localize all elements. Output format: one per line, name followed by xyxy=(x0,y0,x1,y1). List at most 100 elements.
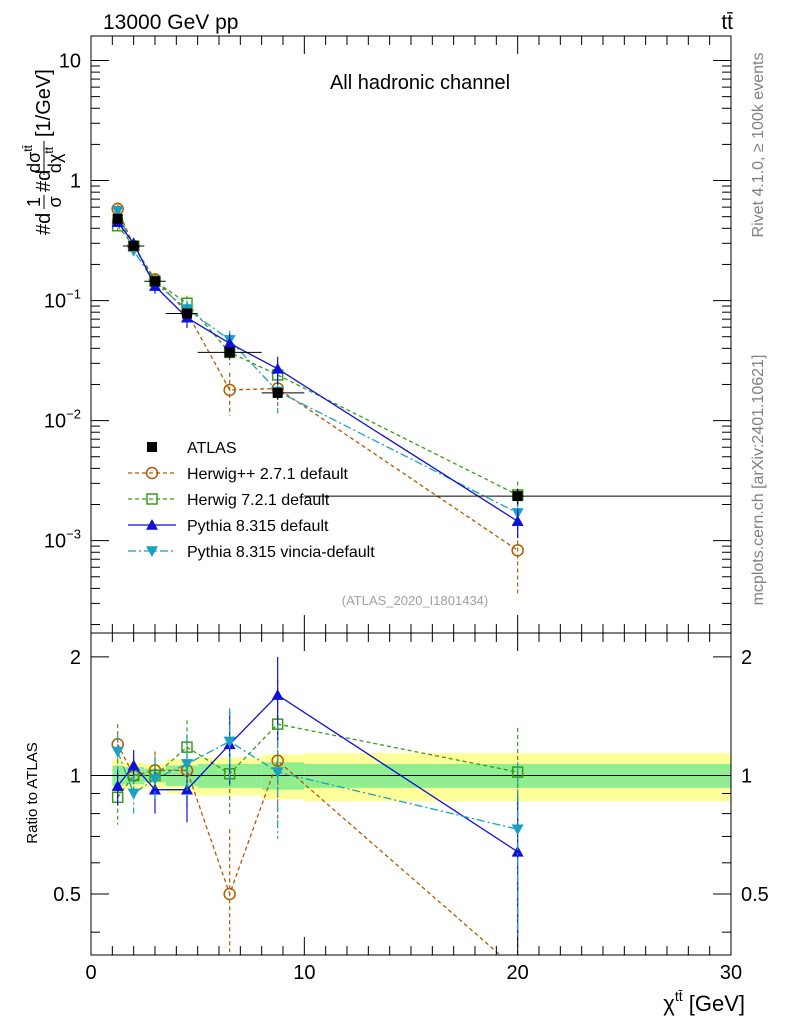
legend-label: Herwig 7.2.1 default xyxy=(187,492,330,509)
ratio-point xyxy=(511,845,524,857)
ylabel-frac2-num-sup: tt̄ xyxy=(21,144,35,151)
xlabel-sup: tt̄ xyxy=(675,988,683,1004)
ratio-point xyxy=(223,736,236,748)
legend-label: ATLAS xyxy=(187,440,237,457)
ratio-series xyxy=(111,656,524,955)
legend-marker xyxy=(146,519,158,530)
legend-item-pythia-8-315-vincia-default: Pythia 8.315 vincia-default xyxy=(128,544,375,561)
ylabel-frac2-num-base: dσ xyxy=(24,152,44,173)
uncertainty-band xyxy=(112,753,731,802)
mcplots-label: mcplots.cern.ch [arXiv:2401.10621] xyxy=(750,355,767,606)
legend-marker xyxy=(145,466,159,480)
legend-item-atlas: ATLAS xyxy=(147,440,237,457)
legend-marker xyxy=(147,442,157,452)
legend-label: Herwig++ 2.7.1 default xyxy=(187,466,349,483)
ratio-point xyxy=(271,689,284,700)
ratio-point xyxy=(271,767,284,779)
y-tick-label-base: 10 xyxy=(44,291,66,313)
ylabel-frac2-den: dχtt̄ xyxy=(42,146,65,173)
data-point xyxy=(224,347,235,358)
ratio-point xyxy=(127,759,140,771)
legend: ATLAS Herwig++ 2.7.1 default Herwig 7.2.1 … xyxy=(128,440,375,561)
ylabel-frac2-den-base: dχ xyxy=(45,153,65,173)
ratio-axes: 0.5 0.51 12 20 10 20 30 xyxy=(53,633,769,984)
ratio-y-tick-label: 0.5 xyxy=(53,884,81,906)
y-tick-label: 10−2 xyxy=(44,407,81,433)
ratio-y-label: Ratio to ATLAS xyxy=(24,742,41,843)
ratio-point xyxy=(111,780,124,791)
ylabel-unit: [1/GeV] xyxy=(33,69,55,137)
data-point xyxy=(271,362,284,374)
legend-label: Pythia 8.315 default xyxy=(187,518,329,535)
ratio-series-pythia-8-315-vincia-default xyxy=(111,708,524,941)
ratio-point xyxy=(111,746,124,758)
data-point xyxy=(150,276,160,287)
ratio-point xyxy=(149,783,161,795)
series-pythia-8-315-default xyxy=(111,216,524,539)
y-tick-label: 10 xyxy=(59,51,81,73)
y-tick-label-exp: −3 xyxy=(66,527,81,542)
y-tick-label-base: 10 xyxy=(59,51,81,73)
y-tick-label-base: 1 xyxy=(70,171,81,193)
y-tick-label-exp: −1 xyxy=(66,287,81,302)
data-point xyxy=(182,308,192,319)
data-point xyxy=(112,213,123,224)
main-plot-content xyxy=(111,202,731,596)
ratio-y-tick-label: 2 xyxy=(70,647,81,669)
legend-marker xyxy=(146,546,158,557)
ratio-point xyxy=(223,887,236,901)
ratio-y-tick-label: 1 xyxy=(70,765,81,787)
legend-item-pythia-8-315-default: Pythia 8.315 default xyxy=(128,518,329,535)
y-tick-label-base: 10 xyxy=(44,411,66,433)
chart-title: All hadronic channel xyxy=(330,72,510,94)
ylabel-pre: #d xyxy=(33,213,55,235)
series-atlas xyxy=(112,213,731,505)
ylabel-frac1-den: σ xyxy=(45,196,65,207)
data-point xyxy=(511,544,524,557)
ratio-panel: 0.5 0.51 12 20 10 20 30 Ratio to ATLAS χtt̄ [G… xyxy=(24,632,769,1016)
legend-item-herwig-2-7-1-default: Herwig++ 2.7.1 default xyxy=(128,466,349,483)
data-point xyxy=(128,240,139,251)
y-tick-label: 1 xyxy=(70,171,81,193)
x-tick-label: 0 xyxy=(85,962,96,984)
ratio-point xyxy=(127,788,140,800)
legend-label: Pythia 8.315 vincia-default xyxy=(187,544,375,561)
analysis-tag: (ATLAS_2020_I1801434) xyxy=(342,593,488,608)
series-herwig-2-7-1-default xyxy=(111,202,524,596)
ratio-y-tick-label-right: 1 xyxy=(741,765,752,787)
series-line xyxy=(117,225,518,496)
y-tick-label-exp: −2 xyxy=(66,407,81,422)
header-right: tt̄ xyxy=(721,11,733,34)
x-tick-label: 20 xyxy=(507,962,529,984)
ratio-plot-content xyxy=(91,656,731,955)
data-point xyxy=(512,491,523,502)
data-point xyxy=(511,515,524,527)
y-tick-label: 10−3 xyxy=(44,527,81,553)
ylabel-mid: #d xyxy=(33,170,55,192)
ratio-point xyxy=(511,824,524,836)
ratio-y-tick-label-right: 0.5 xyxy=(741,884,769,906)
legend-marker xyxy=(146,493,158,505)
ratio-point xyxy=(149,774,161,785)
x-tick-label: 30 xyxy=(720,962,742,984)
ratio-y-tick-label-right: 2 xyxy=(741,647,752,669)
legend-item-herwig-7-2-1-default: Herwig 7.2.1 default xyxy=(128,492,330,509)
data-point xyxy=(111,205,124,217)
x-axis-label: χtt̄ [GeV] xyxy=(663,988,745,1016)
x-tick-label: 10 xyxy=(293,962,315,984)
y-tick-label: 10−1 xyxy=(44,287,81,313)
y-tick-label-base: 10 xyxy=(44,531,66,553)
header-left: 13000 GeV pp xyxy=(103,11,238,34)
band-inner xyxy=(261,762,305,790)
ratio-point xyxy=(181,759,193,770)
data-point xyxy=(223,337,236,349)
rivet-label: Rivet 4.1.0, ≥ 100k events xyxy=(750,53,767,238)
xlabel-base: χ xyxy=(663,991,675,1016)
ylabel-frac2-num: dσtt̄ xyxy=(21,144,44,172)
ylabel-frac1-num: 1 xyxy=(24,197,44,207)
xlabel-unit: [GeV] xyxy=(683,991,745,1016)
y-axis-label: #d 1 σ #d dσtt̄ dχtt̄ [1/GeV] xyxy=(21,69,65,235)
